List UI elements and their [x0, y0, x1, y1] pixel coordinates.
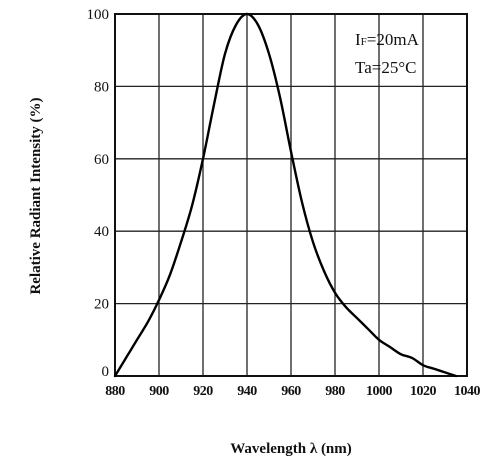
x-tick-labels: 880 900 920 940 960 980 1000 1020 1040 [105, 384, 481, 399]
y-tick-label: 80 [94, 79, 109, 95]
annotation-current: IF=20mA [355, 30, 420, 49]
x-tick-label: 1020 [410, 384, 437, 399]
annotation-temperature: Ta=25°C [355, 58, 416, 77]
series-line [113, 12, 458, 378]
x-tick-label: 920 [193, 384, 213, 399]
y-axis-label: Relative Radiant Intensity (%) [28, 97, 44, 294]
y-tick-label: 20 [94, 297, 109, 313]
grid [114, 13, 468, 377]
x-tick-label: 960 [281, 384, 301, 399]
x-tick-label: 980 [325, 384, 345, 399]
plot-frame [114, 13, 468, 377]
x-tick-label: 1040 [454, 384, 481, 399]
y-tick-label: 60 [94, 152, 109, 168]
x-tick-label: 900 [149, 384, 169, 399]
y-tick-label: 0 [102, 364, 110, 380]
x-tick-label: 1000 [366, 384, 393, 399]
x-axis-label: Wavelength λ (nm) [230, 441, 352, 457]
y-tick-label: 40 [94, 224, 109, 240]
x-tick-label: 880 [105, 384, 125, 399]
y-tick-labels: 0 20 40 60 80 100 [87, 7, 110, 380]
x-tick-label: 940 [237, 384, 257, 399]
y-tick-label: 100 [87, 7, 110, 23]
